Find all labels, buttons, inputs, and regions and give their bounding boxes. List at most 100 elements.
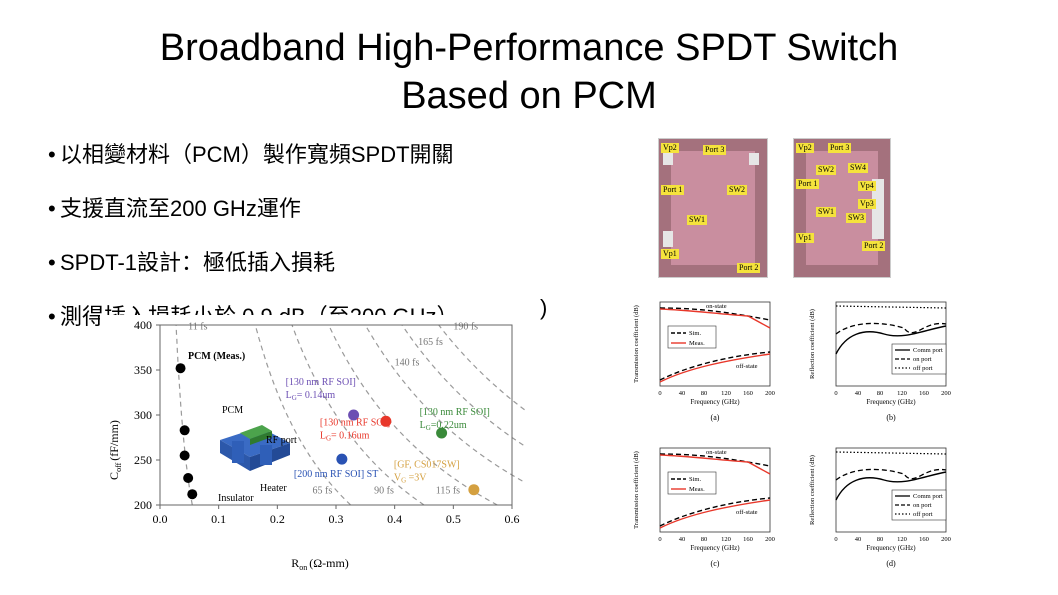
panel-legend — [891, 489, 947, 521]
chip-tag: SW3 — [846, 213, 866, 223]
pcm-meas-point — [179, 450, 190, 461]
legend-sim-label: Sim. — [689, 476, 701, 483]
inset-label-heater: Heater — [260, 483, 287, 494]
x-tick-label: 0.6 — [505, 512, 520, 526]
chip-tag: SW2 — [727, 185, 747, 195]
pcm-meas-point — [179, 425, 190, 436]
y-axis-label: Coff(fF/mm) — [107, 420, 123, 480]
device-point — [380, 415, 392, 427]
panel-x-tick: 200 — [941, 390, 951, 397]
legend-label: on port — [913, 502, 932, 509]
panel-x-label: Frequency (GHz) — [866, 398, 916, 406]
panel-x-tick: 0 — [658, 390, 661, 397]
panel-x-tick: 160 — [919, 390, 929, 397]
pcm-meas-point — [175, 363, 186, 374]
legend-label: off port — [913, 511, 933, 518]
panel-caption: (c) — [711, 559, 720, 568]
meas-on-curve — [659, 308, 771, 329]
panel-x-tick: 40 — [679, 390, 686, 397]
bullet-tail: ) — [540, 295, 548, 320]
chip-tag: SW1 — [687, 215, 707, 225]
title-line-1: Broadband High-Performance SPDT Switch — [159, 27, 899, 69]
chip-tag: Vp2 — [796, 143, 814, 153]
bullet-item: • 支援直流至200 GHz運作 — [48, 192, 608, 246]
panel-x-tick: 40 — [679, 536, 686, 543]
sim-off-curve — [659, 351, 771, 381]
y-tick-label: 250 — [134, 453, 152, 467]
panel-note: off-state — [736, 363, 758, 370]
panel-x-tick: 80 — [701, 390, 708, 397]
chip-tag: Port 1 — [661, 185, 685, 195]
contour-label: 90 fs — [374, 485, 394, 496]
panel-x-tick: 0 — [834, 536, 837, 543]
panel-x-tick: 160 — [743, 390, 753, 397]
panel-x-tick: 40 — [855, 536, 862, 543]
contour-label: 115 fs — [436, 485, 460, 496]
chip-tag: SW1 — [816, 207, 836, 217]
panel-x-tick: 80 — [877, 536, 884, 543]
chip-tag: Port 1 — [796, 179, 820, 189]
on-port-curve — [835, 322, 947, 335]
panel-x-tick: 120 — [897, 390, 907, 397]
chip-tag: Port 3 — [828, 143, 852, 153]
contour-label: 11 fs — [188, 322, 207, 333]
device-label: [130 nm RF SOI] — [420, 407, 490, 418]
title-line-2: Based on PCM — [401, 75, 657, 117]
panel-note: off-state — [736, 509, 758, 516]
device-label: [200 nm RF SOI] ST — [294, 469, 378, 480]
panel-note: on-state — [706, 449, 727, 456]
panel-x-tick: 0 — [834, 390, 837, 397]
device-point — [348, 409, 360, 421]
device-label: [130 nm RF SOI] — [320, 417, 390, 428]
contour-label: 140 fs — [395, 358, 420, 369]
chip-photo-left: Vp2 Port 3 Port 1 SW2 SW1 Vp1 Port 2 — [658, 138, 768, 278]
device-point — [436, 427, 448, 439]
device-label: [130 nm RF SOI] — [286, 377, 356, 388]
panels-svg: 0 40 80 120 160 200 Frequency (GHz) Transmissio… — [633, 301, 951, 568]
bullet-item: • 以相變材料（PCM）製作寬頻SPDT開關 — [48, 138, 608, 192]
y-tick-label: 200 — [134, 498, 152, 512]
comm-port-curve — [835, 471, 947, 501]
chip-tag: Vp2 — [661, 143, 679, 153]
bullet-item: • SPDT-1設計：極低插入損耗 — [48, 246, 608, 300]
chip-tag: SW2 — [816, 165, 836, 175]
y-tick-label: 400 — [134, 318, 152, 332]
contour-label: 65 fs — [313, 485, 333, 496]
off-port-curve — [835, 305, 947, 309]
x-tick-label: 0.4 — [387, 512, 402, 526]
panel-x-tick: 120 — [897, 536, 907, 543]
panel-y-label: Reflection coefficient (dB) — [809, 309, 816, 379]
legend-label: on port — [913, 356, 932, 363]
contour-label: 165 fs — [418, 337, 443, 348]
panel-x-tick: 160 — [743, 536, 753, 543]
measurement-panel: 0 40 80 120 160 200 Frequency (GHz) Reflection … — [809, 447, 951, 568]
panel-x-tick: 200 — [941, 536, 951, 543]
inset-label-rf-port: RF port — [266, 435, 297, 446]
contour-label: 190 fs — [453, 322, 478, 333]
sim-off-curve — [659, 497, 771, 527]
panel-y-label: Reflection coefficient (dB) — [809, 455, 816, 525]
legend-label: Comm port — [913, 347, 943, 354]
panel-y-label: Transmission coefficient (dB) — [633, 451, 640, 529]
meas-off-curve — [659, 499, 771, 529]
contour-line — [328, 324, 498, 506]
x-axis-label: Ron (Ω-mm) — [291, 556, 349, 572]
pcm-meas-point — [183, 473, 194, 483]
panel-note: on-state — [706, 303, 727, 310]
chip-tag: Port 2 — [862, 241, 886, 251]
device-label-param: LG= 0.14um — [286, 390, 336, 402]
panel-x-tick: 200 — [765, 536, 775, 543]
legend-label: Comm port — [913, 493, 943, 500]
pcm-device-inset — [220, 425, 290, 471]
device-label-param: LG=0.22um — [420, 420, 467, 432]
legend-sim-label: Sim. — [689, 330, 701, 337]
inset-label-pcm: PCM — [222, 405, 243, 416]
device-point — [468, 484, 480, 496]
contour-line — [291, 324, 425, 506]
y-tick-label: 350 — [134, 363, 152, 377]
panel-x-tick: 160 — [919, 536, 929, 543]
device-label-param: LG= 0.16um — [320, 430, 370, 442]
panel-caption: (a) — [711, 413, 720, 422]
panel-caption: (d) — [886, 559, 896, 568]
panel-caption: (b) — [886, 413, 896, 422]
